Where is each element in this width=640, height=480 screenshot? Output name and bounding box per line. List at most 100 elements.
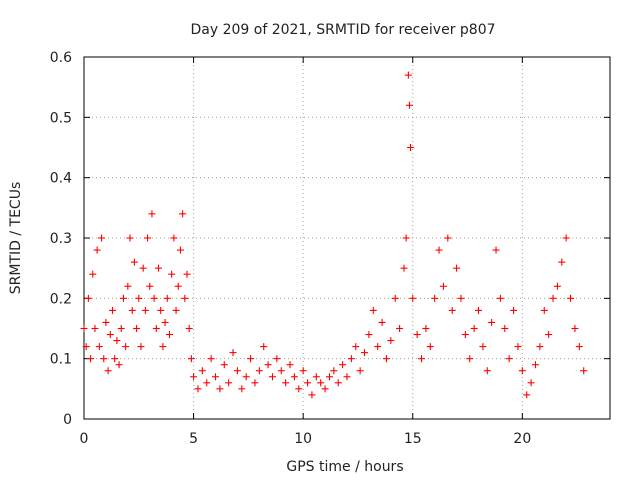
data-point [100, 355, 108, 363]
y-tick-label: 0.1 [50, 352, 72, 368]
data-point [321, 385, 329, 393]
data-point [435, 246, 443, 254]
data-point [400, 264, 408, 272]
data-point [185, 325, 193, 332]
data-point [165, 331, 173, 339]
data-point [299, 367, 307, 375]
data-point [510, 306, 518, 314]
chart-title: Day 209 of 2021, SRMTID for receiver p80… [190, 22, 495, 38]
data-point [571, 325, 579, 332]
data-point [155, 264, 163, 272]
data-point [159, 343, 167, 351]
data-point [527, 379, 535, 387]
data-point [152, 325, 160, 332]
data-point [492, 246, 500, 254]
data-point [161, 318, 169, 326]
data-point [558, 258, 566, 266]
data-point [126, 234, 134, 242]
data-point [488, 318, 496, 326]
data-point [124, 282, 132, 290]
data-point [479, 343, 487, 351]
data-point [418, 355, 426, 363]
data-point [575, 343, 583, 351]
data-point [580, 367, 588, 375]
data-point [470, 325, 478, 332]
data-point [304, 379, 312, 387]
data-point [391, 294, 399, 302]
data-point [501, 325, 509, 332]
y-tick-label: 0.5 [50, 110, 72, 126]
data-point [89, 270, 97, 278]
data-point [549, 294, 557, 302]
data-point [277, 367, 285, 375]
data-point [431, 294, 439, 302]
data-point [170, 234, 178, 242]
data-point [225, 379, 233, 387]
data-point [80, 325, 88, 332]
data-point [91, 325, 99, 332]
data-point [339, 361, 347, 369]
data-point [141, 306, 149, 314]
data-point [238, 385, 246, 393]
data-point [216, 385, 224, 393]
data-point [343, 373, 351, 381]
data-point [198, 367, 206, 375]
data-point [290, 373, 298, 381]
x-tick-label: 20 [513, 431, 531, 447]
data-point [255, 367, 263, 375]
data-point [98, 234, 106, 242]
data-point [531, 361, 539, 369]
data-point [396, 325, 404, 332]
data-point [317, 379, 325, 387]
y-axis-label: SRMTID / TECUs [8, 182, 24, 295]
data-point [207, 355, 215, 363]
data-point [108, 306, 116, 314]
data-point [82, 343, 90, 351]
data-point [133, 325, 141, 332]
y-tick-label: 0.2 [50, 291, 72, 307]
data-point [137, 343, 145, 351]
data-point [461, 331, 469, 339]
data-point [176, 246, 184, 254]
data-point [422, 325, 430, 332]
x-tick-label: 15 [404, 431, 422, 447]
data-point [365, 331, 373, 339]
data-point [426, 343, 434, 351]
data-point [115, 361, 123, 369]
data-point [148, 210, 156, 218]
data-point [352, 343, 360, 351]
data-point [439, 282, 447, 290]
data-point [157, 306, 165, 314]
data-point [374, 343, 382, 351]
data-point [536, 343, 544, 351]
data-point [369, 306, 377, 314]
data-point [268, 373, 276, 381]
data-point [119, 294, 127, 302]
y-tick-label: 0 [63, 412, 72, 428]
data-point [347, 355, 355, 363]
data-point [163, 294, 171, 302]
data-point [505, 355, 513, 363]
data-point [95, 343, 103, 351]
data-point [87, 355, 95, 363]
data-point [146, 282, 154, 290]
y-tick-label: 0.4 [50, 171, 72, 187]
data-point [540, 306, 548, 314]
data-point [212, 373, 219, 381]
data-point [466, 355, 474, 363]
data-point [106, 331, 114, 339]
data-point [448, 306, 456, 314]
data-point [247, 355, 255, 363]
data-point [233, 367, 241, 375]
data-point [325, 373, 333, 381]
data-point [242, 373, 250, 381]
data-point [168, 270, 176, 278]
data-point [190, 373, 198, 381]
data-point [356, 367, 364, 375]
x-tick-label: 0 [80, 431, 89, 447]
data-point [553, 282, 561, 290]
data-point [457, 294, 465, 302]
data-point [273, 355, 281, 363]
data-point [496, 294, 504, 302]
data-point [111, 355, 119, 363]
